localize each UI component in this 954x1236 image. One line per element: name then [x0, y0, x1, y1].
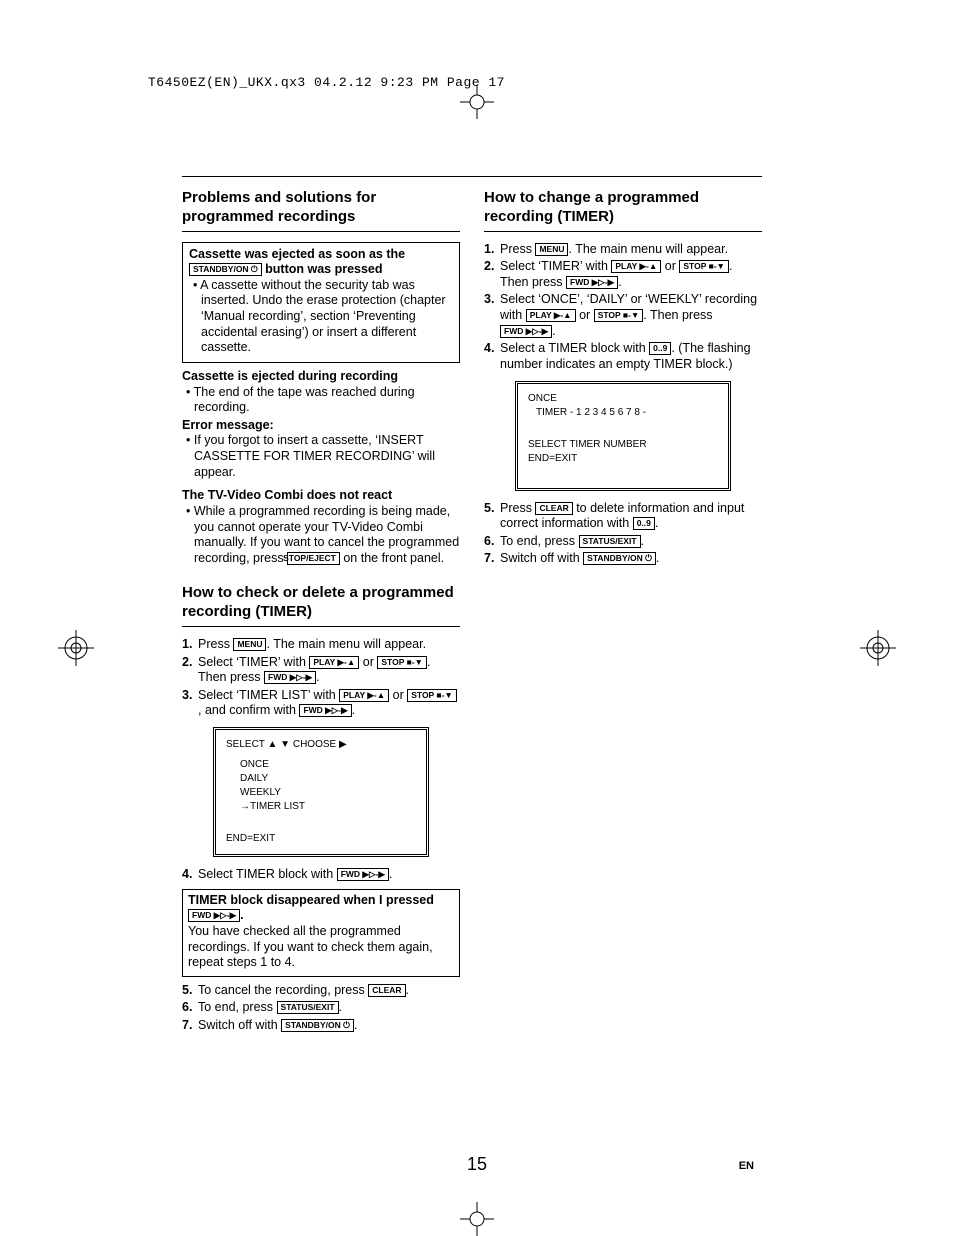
osd-screen: SELECT ▲ ▼ CHOOSE ▶ ONCE DAILY WEEKLY →T… [213, 727, 429, 857]
step-text: Press [500, 501, 532, 515]
fwd-button-label: FWD ▶▷-▶ [500, 325, 552, 338]
osd-line: ONCE [226, 758, 416, 772]
standby-button-label: STANDBY/ON ⏻ [281, 1019, 354, 1032]
osd-line: SELECT TIMER NUMBER [528, 438, 718, 452]
crop-mark-bottom [460, 1202, 494, 1236]
step-text: . The main menu will appear. [568, 242, 728, 256]
step-text: Switch off with [198, 1018, 278, 1032]
step-text: Select ‘TIMER’ with [198, 655, 306, 669]
osd-line: SELECT ▲ ▼ CHOOSE ▶ [226, 738, 416, 752]
step-text: . The main menu will appear. [266, 637, 426, 651]
osd-line: TIMER - 1 2 3 4 5 6 7 8 - [528, 406, 718, 420]
menu-button-label: MENU [233, 638, 266, 651]
section-title: How to change a programmed recording (TI… [484, 189, 762, 232]
play-button-label: PLAY ▶-▲ [611, 260, 661, 273]
step-text: or [579, 308, 590, 322]
registration-mark-right [860, 630, 896, 671]
problem-head: button was pressed [265, 262, 382, 276]
fwd-button-label: FWD ▶▷-▶ [299, 704, 351, 717]
osd-line: DAILY [226, 772, 416, 786]
problem-head: Cassette was ejected as soon as the [189, 247, 405, 261]
note-body: You have checked all the programmed reco… [188, 924, 454, 971]
osd-line: →TIMER LIST [226, 800, 416, 814]
right-column: How to change a programmed recording (TI… [484, 189, 762, 1036]
clear-button-label: CLEAR [368, 984, 405, 997]
stop-button-label: STOP ■-▼ [679, 260, 729, 273]
problem-body: The end of the tape was reached during r… [194, 385, 415, 415]
registration-mark-left [58, 630, 94, 671]
step-text: . Then press [643, 308, 712, 322]
steps-list: 1. Press MENU. The main menu will appear… [484, 242, 762, 373]
statusexit-button-label: STATUS/EXIT [277, 1001, 339, 1014]
step-text: Select ‘TIMER’ with [500, 259, 608, 273]
step-text: To end, press [198, 1000, 273, 1014]
numbers-button-label: 0..9 [649, 342, 671, 355]
fwd-button-label: FWD ▶▷-▶ [188, 909, 240, 922]
step-text: To end, press [500, 534, 575, 548]
step-text: Select ‘TIMER LIST’ with [198, 688, 336, 702]
menu-button-label: MENU [535, 243, 568, 256]
step-text: Switch off with [500, 551, 580, 565]
problem-head: Cassette is ejected during recording [182, 369, 460, 385]
numbers-button-label: 0..9 [633, 517, 655, 530]
fwd-button-label: FWD ▶▷-▶ [566, 276, 618, 289]
clear-button-label: CLEAR [535, 502, 572, 515]
problem-body: A cassette without the security tab was … [200, 278, 445, 355]
problem-head: Error message: [182, 418, 460, 434]
fwd-button-label: FWD ▶▷-▶ [264, 671, 316, 684]
stopeject-button-label: STOP/EJECT [287, 552, 340, 565]
section-title: How to check or delete a programmed reco… [182, 584, 460, 627]
language-code: EN [739, 1160, 754, 1172]
crop-mark-top [460, 85, 494, 119]
step-text: or [363, 655, 374, 669]
left-column: Problems and solutions for programmed re… [182, 189, 460, 1036]
play-button-label: PLAY ▶-▲ [309, 656, 359, 669]
print-header: T6450EZ(EN)_UKX.qx3 04.2.12 9:23 PM Page… [148, 75, 505, 90]
play-button-label: PLAY ▶-▲ [339, 689, 389, 702]
content-frame: Problems and solutions for programmed re… [182, 176, 762, 1167]
stop-button-label: STOP ■-▼ [594, 309, 644, 322]
fwd-button-label: FWD ▶▷-▶ [337, 868, 389, 881]
osd-line: END=EXIT [226, 832, 416, 846]
step-text: Select a TIMER block with [500, 341, 646, 355]
page: T6450EZ(EN)_UKX.qx3 04.2.12 9:23 PM Page… [0, 0, 954, 1235]
osd-line: ONCE [528, 392, 718, 406]
note-head: TIMER block disappeared when I pressed [188, 893, 434, 907]
step-text: To cancel the recording, press [198, 983, 365, 997]
stop-button-label: STOP ■-▼ [377, 656, 427, 669]
problem-body: If you forgot to insert a cassette, ‘INS… [194, 433, 435, 478]
osd-line: END=EXIT [528, 452, 718, 466]
standby-button-label: STANDBY/ON ⏻ [583, 552, 656, 565]
problem-head: The TV-Video Combi does not react [182, 488, 460, 504]
osd-screen: ONCE TIMER - 1 2 3 4 5 6 7 8 - SELECT TI… [515, 381, 731, 491]
steps-list: 1. Press MENU. The main menu will appear… [182, 637, 460, 719]
step-text: or [393, 688, 404, 702]
osd-line: WEEKLY [226, 786, 416, 800]
statusexit-button-label: STATUS/EXIT [579, 535, 641, 548]
stop-button-label: STOP ■-▼ [407, 689, 457, 702]
standby-button-label: STANDBY/ON ⏻ [189, 263, 262, 276]
step-text: Press [198, 637, 230, 651]
step-text: Select TIMER block with [198, 867, 333, 881]
problem-box: Cassette was ejected as soon as the STAN… [182, 242, 460, 363]
step-text: , and confirm with [198, 703, 296, 717]
step-text: or [665, 259, 676, 273]
play-button-label: PLAY ▶-▲ [526, 309, 576, 322]
section-title: Problems and solutions for programmed re… [182, 189, 460, 232]
step-text: Press [500, 242, 532, 256]
note-box: TIMER block disappeared when I pressed F… [182, 889, 460, 977]
page-number: 15 [0, 1154, 954, 1175]
problem-body: on the front panel. [343, 551, 444, 565]
